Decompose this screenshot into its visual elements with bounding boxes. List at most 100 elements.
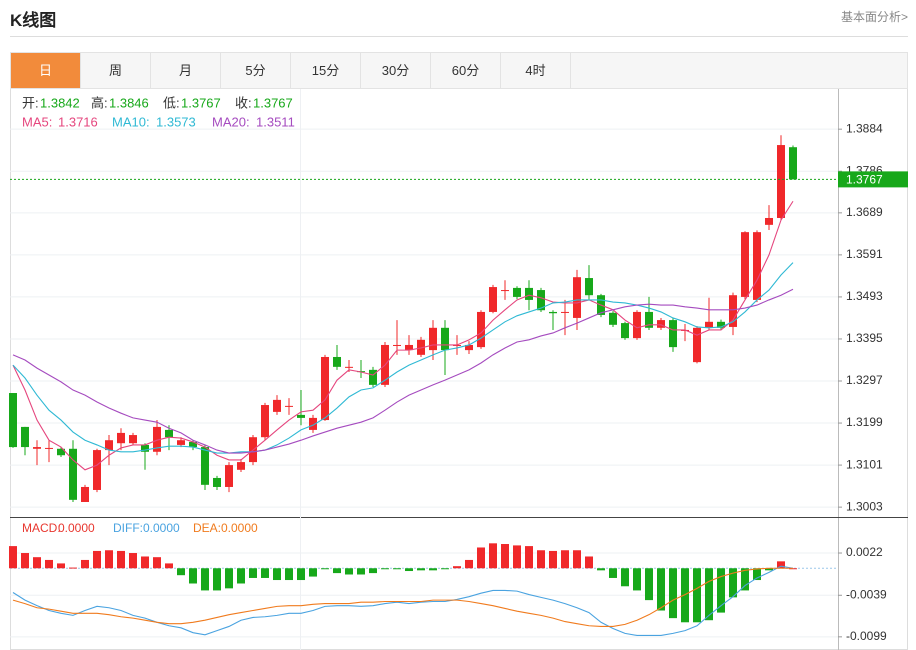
macd-bar [81, 559, 89, 569]
legend-value: 0.0000 [143, 521, 180, 535]
legend-value: 0.0000 [58, 521, 95, 535]
period-tab[interactable]: 30分 [361, 53, 431, 88]
y-tick-label: 1.3689 [846, 205, 883, 219]
macd-bar [345, 568, 353, 575]
candle-body [585, 278, 593, 296]
ma-line [12, 200, 794, 471]
macd-bar [621, 568, 629, 587]
macd-bar [9, 546, 17, 569]
legend-value: 1.3573 [156, 114, 196, 129]
macd-bar [645, 568, 653, 601]
candle-body [549, 311, 557, 314]
candle-body [201, 447, 209, 485]
macd-bar [129, 553, 137, 569]
period-tab[interactable]: 60分 [431, 53, 501, 88]
legend-name: MACD: [22, 521, 61, 535]
macd-bar [429, 568, 437, 571]
candle-body [141, 444, 149, 452]
macd-bar [105, 550, 113, 569]
macd-bar [513, 545, 521, 569]
candle-body [309, 417, 317, 430]
candle-body [705, 321, 713, 328]
macd-bar [549, 550, 557, 569]
candle-body [345, 366, 353, 368]
period-tab[interactable]: 周 [81, 53, 151, 88]
candle-body [657, 320, 665, 328]
macd-bar [213, 568, 221, 591]
macd-bar [597, 568, 605, 571]
period-tab[interactable]: 4时 [501, 53, 571, 88]
page-title: K线图 [10, 11, 57, 30]
candle-body [189, 441, 197, 448]
y-tick-label: 1.3591 [846, 247, 883, 261]
candle-body [645, 311, 653, 328]
macd-bar [525, 546, 533, 569]
candle-body [93, 450, 101, 490]
candle-body [633, 311, 641, 339]
legend-value: 1.3511 [256, 114, 295, 129]
ohlc-label: 收: [235, 95, 252, 110]
macd-bar [453, 566, 461, 569]
macd-bar [309, 568, 317, 577]
macd-bar [333, 568, 341, 574]
macd-bar [285, 568, 293, 581]
divider [10, 36, 908, 37]
macd-bar [189, 568, 197, 584]
candle-body [21, 426, 29, 448]
macd-bar [405, 568, 413, 572]
ohlc-value: 1.3767 [181, 95, 221, 110]
candle-body [441, 327, 449, 351]
macd-bar [21, 553, 29, 569]
macd-bar [141, 556, 149, 569]
period-tab[interactable]: 5分 [221, 53, 291, 88]
legend-name: MA20: [212, 114, 250, 129]
macd-bar [633, 568, 641, 591]
macd-bar [657, 568, 665, 611]
candle-body [321, 356, 329, 421]
macd-bar [153, 557, 161, 569]
candle-body [333, 356, 341, 367]
candle-body [417, 339, 425, 355]
y-tick-label: 1.3101 [846, 457, 883, 471]
macd-bar [705, 568, 713, 621]
candle-body [501, 290, 509, 292]
macd-bar [753, 568, 761, 581]
candle-body [537, 290, 545, 311]
fundamental-link[interactable]: 基本面分析> [840, 10, 908, 24]
ohlc-label: 低: [163, 95, 180, 110]
candle-body [465, 344, 473, 351]
candle-body [261, 405, 269, 438]
candle-body [297, 414, 305, 418]
macd-bar [45, 559, 53, 569]
period-tab[interactable]: 月 [151, 53, 221, 88]
macd-bar [33, 557, 41, 569]
y-tick-label: 1.3395 [846, 331, 883, 345]
macd-bar [357, 568, 365, 575]
period-tab[interactable]: 日 [11, 53, 81, 88]
legend-value: 1.3716 [58, 114, 98, 129]
candle-body [429, 327, 437, 351]
macd-bar [561, 550, 569, 569]
macd-bar [585, 556, 593, 569]
candle-body [477, 311, 485, 348]
y-tick-label: 1.3003 [846, 499, 883, 513]
macd-bar [765, 568, 773, 571]
period-tab[interactable]: 15分 [291, 53, 361, 88]
candle-body [717, 321, 725, 328]
y-tick-label: 0.0022 [846, 545, 883, 559]
macd-bar [381, 568, 389, 570]
y-tick-label: 1.3199 [846, 415, 883, 429]
ohlc-value: 1.3846 [109, 95, 149, 110]
macd-bar [681, 568, 689, 623]
current-price-label: 1.3767 [846, 173, 883, 187]
candle-body [489, 287, 497, 312]
ohlc-label: 高: [91, 95, 108, 110]
y-tick-label: -0.0099 [846, 629, 887, 643]
candle-body [393, 344, 401, 346]
legend-name: MA5: [22, 114, 52, 129]
macd-bar [717, 568, 725, 613]
period-tabs: 日周月 5分 15分 30分 60分 4时 [10, 52, 908, 89]
candle-body [561, 311, 569, 313]
